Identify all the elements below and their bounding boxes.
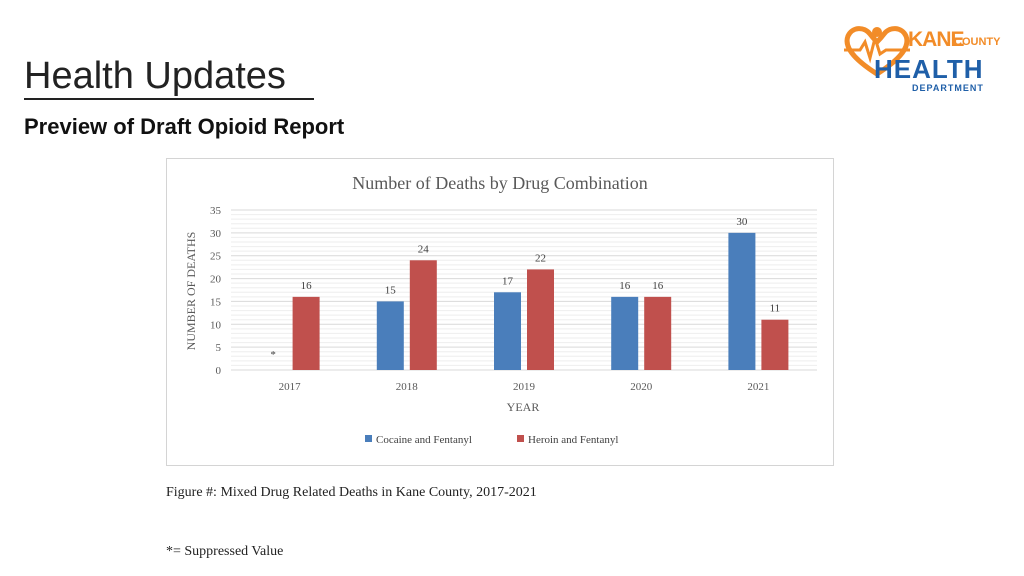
- logo-county-text: COUNTY: [954, 36, 1001, 48]
- y-axis-label: NUMBER OF DEATHS: [184, 232, 198, 351]
- footnote: *= Suppressed Value: [166, 544, 284, 559]
- data-label: 15: [385, 284, 397, 296]
- bar-chart: Number of Deaths by Drug Combination 0 5 1…: [184, 173, 817, 446]
- legend-swatch: [365, 435, 372, 442]
- bar-cocaine-fentanyl: [494, 292, 521, 370]
- slide-title: Health Updates: [24, 55, 286, 97]
- bar-heroin-fentanyl: [527, 269, 554, 370]
- heart-icon: [844, 26, 910, 77]
- x-tick-label: 2019: [513, 381, 536, 393]
- data-label: 22: [535, 252, 546, 264]
- logo-kane-text: KANE: [908, 28, 965, 51]
- y-tick-label: 30: [210, 228, 222, 240]
- bar-heroin-fentanyl: [761, 319, 789, 370]
- y-tick-label: 35: [210, 205, 222, 217]
- legend-label: Heroin and Fentanyl: [528, 434, 618, 446]
- y-tick-label: 10: [210, 319, 222, 331]
- legend-label: Cocaine and Fentanyl: [376, 434, 472, 446]
- y-tick-label: 25: [210, 251, 222, 263]
- logo-department-text: DEPARTMENT: [912, 83, 984, 93]
- x-axis-label: YEAR: [507, 400, 540, 414]
- x-tick-label: 2018: [396, 381, 419, 393]
- y-tick-label: 0: [216, 365, 222, 377]
- legend-swatch: [517, 435, 524, 442]
- bar-cocaine-fentanyl: [376, 301, 404, 370]
- data-label: 17: [502, 275, 514, 287]
- title-underline: [24, 98, 314, 100]
- bar-cocaine-fentanyl: [611, 296, 639, 370]
- x-tick-label: 2020: [630, 381, 653, 393]
- bar-heroin-fentanyl: [292, 296, 320, 370]
- y-tick-label: 5: [216, 342, 222, 354]
- chart-container: Number of Deaths by Drug Combination 0 5 1…: [166, 158, 834, 466]
- chart-title: Number of Deaths by Drug Combination: [352, 173, 647, 193]
- bar-cocaine-fentanyl: [728, 232, 756, 370]
- y-tick-label: 15: [210, 296, 222, 308]
- data-label: 24: [418, 243, 430, 255]
- data-label: 30: [736, 216, 748, 228]
- data-label-suppressed: *: [270, 349, 276, 361]
- data-label: 16: [619, 280, 631, 292]
- slide-subtitle: Preview of Draft Opioid Report: [24, 114, 345, 139]
- bar-heroin-fentanyl: [409, 260, 437, 370]
- logo-health-text: HEALTH: [874, 54, 984, 84]
- data-label: 11: [770, 303, 781, 315]
- data-label: 16: [301, 280, 313, 292]
- figure-caption: Figure #: Mixed Drug Related Deaths in K…: [166, 485, 537, 500]
- kane-county-health-logo: KANE COUNTY HEALTH DEPARTMENT: [842, 24, 1000, 94]
- y-tick-label: 20: [210, 274, 222, 286]
- x-tick-label: 2021: [747, 381, 769, 393]
- data-label: 16: [652, 280, 664, 292]
- x-tick-label: 2017: [279, 381, 302, 393]
- bar-heroin-fentanyl: [644, 296, 672, 370]
